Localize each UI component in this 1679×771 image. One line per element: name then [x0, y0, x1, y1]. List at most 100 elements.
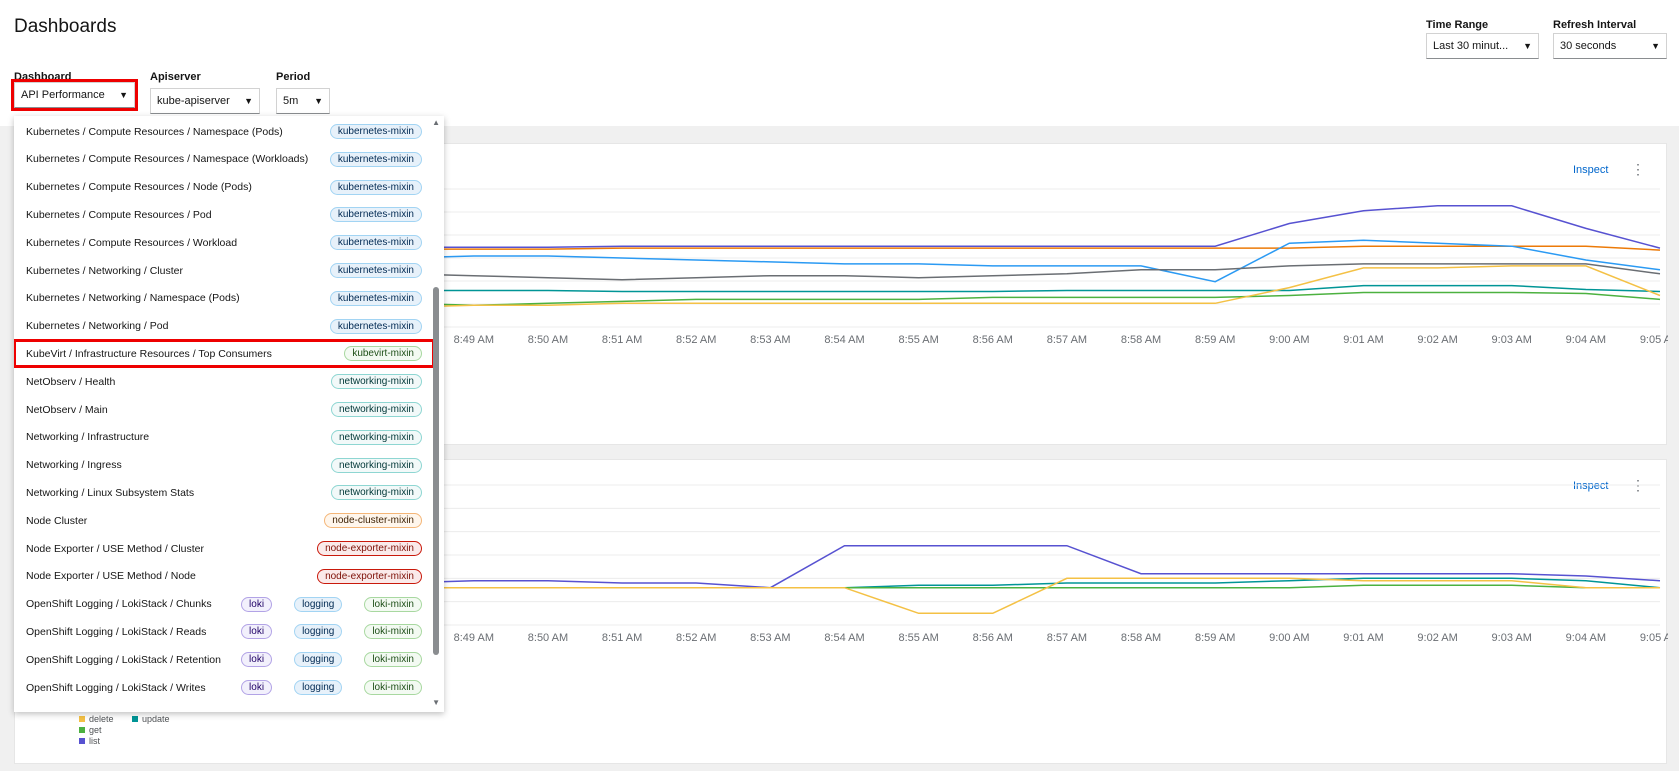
refresh-interval-label: Refresh Interval	[1553, 19, 1637, 31]
dropdown-item[interactable]: Kubernetes / Networking / Cluster kuberne…	[14, 257, 434, 284]
legend-item-delete[interactable]: delete	[79, 714, 114, 724]
caret-down-icon: ▼	[1523, 41, 1532, 51]
dropdown-item[interactable]: Kubernetes / Compute Resources / Workloa…	[14, 229, 434, 256]
x-tick-label: 8:56 AM	[973, 334, 1013, 346]
dropdown-item-title: Node Exporter / USE Method / Cluster	[26, 542, 204, 555]
dropdown-item[interactable]: NetObserv / Main networking-mixin	[14, 396, 434, 423]
tag-badge: networking-mixin	[330, 429, 422, 445]
inspect-link[interactable]: Inspect	[1573, 480, 1609, 492]
dropdown-item[interactable]: Kubernetes / Compute Resources / Namespa…	[14, 146, 434, 173]
caret-down-icon: ▼	[1651, 41, 1660, 51]
dropdown-item-tags: node-exporter-mixin	[317, 541, 434, 556]
legend-item-list[interactable]: list	[79, 736, 100, 746]
x-tick-label: 9:00 AM	[1269, 632, 1309, 644]
x-tick-label: 8:53 AM	[750, 632, 790, 644]
dropdown-item[interactable]: Kubernetes / Networking / Namespace (Pod…	[14, 285, 434, 312]
dropdown-item[interactable]: KubeVirt / Infrastructure Resources / To…	[14, 339, 435, 369]
tag-badge: kubernetes-mixin	[329, 263, 422, 278]
dropdown-item-tags: networking-mixin	[330, 374, 434, 390]
tag-badge: node-exporter-mixin	[317, 568, 422, 584]
tag-badge: node-cluster-mixin	[324, 513, 422, 529]
dropdown-item[interactable]: Node Cluster node-cluster-mixin	[14, 507, 434, 534]
dropdown-item[interactable]: OpenShift Logging / LokiStack / Chunks lo…	[14, 591, 434, 618]
dropdown-item-tags: node-cluster-mixin	[324, 513, 434, 529]
x-tick-label: 8:53 AM	[750, 334, 790, 346]
tag-badge: kubernetes-mixin	[329, 318, 422, 334]
x-tick-label: 9:05 AM	[1640, 632, 1668, 644]
dropdown-item-tags: loki logging loki-mixin	[241, 596, 434, 612]
dropdown-item-title: Kubernetes / Compute Resources / Node (P…	[26, 181, 252, 194]
dashboard-select[interactable]: API Performance ▼	[11, 79, 138, 111]
x-tick-label: 8:58 AM	[1121, 334, 1161, 346]
dropdown-item-title: Node Cluster	[26, 514, 88, 527]
scroll-up-icon[interactable]: ▲	[432, 118, 440, 127]
dropdown-item[interactable]: Kubernetes / Compute Resources / Pod kube…	[14, 201, 434, 228]
x-tick-label: 9:02 AM	[1417, 334, 1457, 346]
dropdown-item-tags: networking-mixin	[330, 485, 434, 501]
x-tick-label: 8:50 AM	[528, 632, 568, 644]
dropdown-item[interactable]: Node Exporter / USE Method / Cluster node…	[14, 535, 434, 562]
x-tick-label: 9:01 AM	[1343, 632, 1383, 644]
x-tick-label: 8:54 AM	[824, 632, 864, 644]
dropdown-item[interactable]: Networking / Ingress networking-mixin	[14, 452, 434, 479]
legend-item-get[interactable]: get	[79, 725, 102, 735]
legend-swatch	[79, 716, 85, 722]
dropdown-item-tags: kubernetes-mixin	[329, 263, 434, 278]
legend-label: delete	[89, 714, 114, 724]
legend-label: update	[142, 714, 170, 724]
scrollbar-thumb[interactable]	[433, 287, 439, 655]
dropdown-item-tags: kubernetes-mixin	[329, 124, 434, 139]
x-tick-label: 8:51 AM	[602, 632, 642, 644]
inspect-link[interactable]: Inspect	[1573, 164, 1609, 176]
dropdown-item[interactable]: Networking / Infrastructure networking-mi…	[14, 424, 434, 451]
dropdown-item-tags: loki logging loki-mixin	[241, 652, 434, 668]
dropdown-item-title: OpenShift Logging / LokiStack / Reads	[26, 625, 207, 638]
tag-badge: kubernetes-mixin	[329, 207, 422, 223]
dropdown-item-title: Kubernetes / Compute Resources / Workloa…	[26, 236, 238, 249]
x-tick-label: 8:49 AM	[454, 632, 494, 644]
x-tick-label: 9:03 AM	[1492, 632, 1532, 644]
tag-badge: node-exporter-mixin	[317, 541, 422, 556]
x-tick-label: 8:55 AM	[898, 632, 938, 644]
tag-badge: loki-mixin	[364, 680, 422, 695]
dropdown-item[interactable]: Kubernetes / Compute Resources / Node (P…	[14, 174, 434, 201]
dropdown-item[interactable]: Node Exporter / USE Method / Node node-ex…	[14, 563, 434, 590]
dropdown-item[interactable]: OpenShift Logging / LokiStack / Reads lok…	[14, 618, 434, 645]
tag-badge: networking-mixin	[330, 402, 422, 417]
x-tick-label: 9:02 AM	[1417, 632, 1457, 644]
legend-label: get	[89, 725, 102, 735]
dropdown-item-tags: networking-mixin	[330, 402, 434, 417]
x-tick-label: 8:52 AM	[676, 334, 716, 346]
scroll-down-icon[interactable]: ▼	[432, 698, 440, 707]
apiserver-select[interactable]: kube-apiserver ▼	[150, 88, 260, 114]
tag-badge: loki-mixin	[364, 596, 422, 612]
dropdown-item-title: OpenShift Logging / LokiStack / Writes	[26, 681, 206, 694]
dropdown-item-title: OpenShift Logging / LokiStack / Retentio…	[26, 653, 221, 666]
dropdown-item-title: Kubernetes / Compute Resources / Pod	[26, 208, 212, 221]
dropdown-item-title: NetObserv / Health	[26, 375, 116, 388]
refresh-interval-select[interactable]: 30 seconds ▼	[1553, 33, 1667, 59]
tag-badge: kubernetes-mixin	[329, 151, 422, 167]
x-tick-label: 9:01 AM	[1343, 334, 1383, 346]
refresh-interval-select-value: 30 seconds	[1560, 40, 1617, 52]
period-select[interactable]: 5m ▼	[276, 88, 330, 114]
dropdown-item-tags: loki logging loki-mixin	[241, 624, 434, 640]
time-range-select[interactable]: Last 30 minut... ▼	[1426, 33, 1539, 59]
dropdown-item[interactable]: Kubernetes / Networking / Pod kubernetes-…	[14, 313, 434, 340]
dropdown-item[interactable]: Kubernetes / Compute Resources / Namespa…	[14, 118, 434, 145]
x-tick-label: 8:51 AM	[602, 334, 642, 346]
apiserver-select-value: kube-apiserver	[157, 95, 230, 107]
dropdown-item-tags: kubernetes-mixin	[329, 235, 434, 251]
dropdown-item-title: Networking / Linux Subsystem Stats	[26, 486, 195, 499]
kebab-icon[interactable]: ⋮	[1631, 161, 1645, 177]
dropdown-item[interactable]: NetObserv / Health networking-mixin	[14, 368, 434, 395]
legend-item-update[interactable]: update	[132, 714, 170, 724]
tag-badge: networking-mixin	[330, 457, 422, 473]
dropdown-item[interactable]: OpenShift Logging / LokiStack / Retentio…	[14, 646, 434, 673]
dropdown-item-tags: kubernetes-mixin	[329, 179, 434, 195]
dropdown-item[interactable]: OpenShift Logging / LokiStack / Writes lo…	[14, 674, 434, 701]
tag-badge: kubernetes-mixin	[329, 124, 422, 139]
x-tick-label: 9:04 AM	[1566, 334, 1606, 346]
dropdown-item[interactable]: Networking / Linux Subsystem Stats networ…	[14, 479, 434, 506]
page-title: Dashboards	[14, 16, 117, 37]
